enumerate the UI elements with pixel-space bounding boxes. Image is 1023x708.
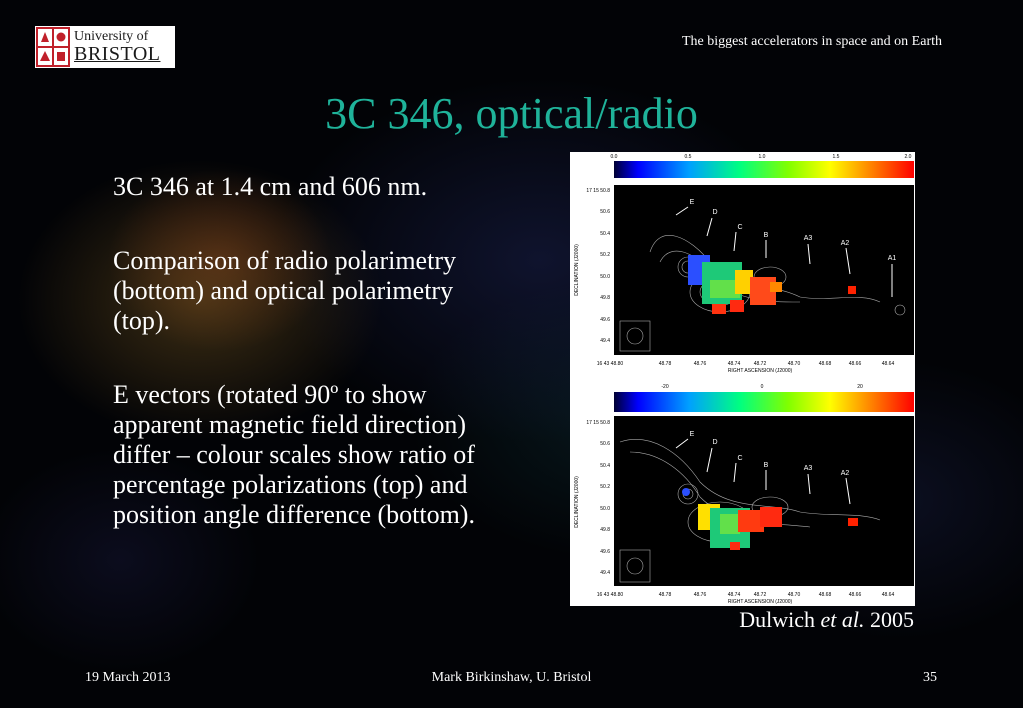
dec-tick: 49.4: [600, 338, 610, 344]
optical-panel: 0.0 0.5 1.0 1.5 2.0: [574, 154, 914, 374]
ra-tick: 48.66: [849, 361, 862, 367]
colorbar-tick: 20: [857, 384, 863, 390]
footer-page-number: 35: [923, 670, 937, 685]
dec-tick: 50.4: [600, 463, 610, 469]
ra-tick: 48.78: [659, 361, 672, 367]
colorbar-tick: 0.5: [685, 154, 692, 160]
ra-tick: 48.72: [754, 592, 767, 598]
knot-label: D: [712, 439, 717, 446]
knot-label: A2: [841, 470, 850, 477]
knot-label: E: [690, 199, 695, 206]
colorbar-tick: 1.0: [759, 154, 766, 160]
knot-label: B: [764, 462, 769, 469]
colorbar-tick: 2.0: [905, 154, 912, 160]
knot-label: E: [690, 431, 695, 438]
caption-etal: et al.: [820, 607, 865, 632]
paragraph-observation: 3C 346 at 1.4 cm and 606 nm.: [113, 172, 428, 201]
dec-tick: 49.8: [600, 295, 610, 301]
dec-tick: 17 15 50.8: [586, 420, 610, 426]
ra-tick: 48.76: [694, 361, 707, 367]
radio-panel: -20 0 20 E D: [574, 384, 914, 605]
figure-caption: Dulwich et al. 2005: [739, 607, 914, 633]
ra-tick: 48.64: [882, 592, 895, 598]
knot-label: C: [737, 455, 742, 462]
paragraph-e-vectors: E vectors (rotated 90º to show apparent …: [113, 380, 475, 529]
x-axis-label: RIGHT ASCENSION (J2000): [728, 599, 793, 605]
ra-tick: 48.70: [788, 592, 801, 598]
dec-tick: 50.0: [600, 274, 610, 280]
colorbar-tick: 1.5: [833, 154, 840, 160]
caption-year: 2005: [870, 607, 914, 632]
logo-text-university: University of: [74, 29, 149, 44]
dec-tick: 17 15 50.8: [586, 188, 610, 194]
dec-tick: 50.6: [600, 441, 610, 447]
y-axis-label: DECLINATION (J2000): [574, 476, 580, 528]
dec-tick: 49.8: [600, 527, 610, 533]
knot-label: A1: [888, 255, 897, 262]
knot-label: A3: [804, 465, 813, 472]
colorbar-tick: 0: [761, 384, 764, 390]
bristol-shield-icon: [36, 27, 70, 67]
paragraph-comparison: Comparison of radio polarimetry (bottom)…: [113, 246, 456, 335]
ra-tick: 48.70: [788, 361, 801, 367]
ra-tick: 16 43 48.80: [597, 592, 624, 598]
ra-tick: 48.76: [694, 592, 707, 598]
slide-body: 3C 346 at 1.4 cm and 606 nm. Comparison …: [113, 172, 503, 530]
dec-tick: 50.4: [600, 231, 610, 237]
dec-tick: 49.4: [600, 570, 610, 576]
ra-tick: 48.74: [728, 592, 741, 598]
colorbar-tick: 0.0: [611, 154, 618, 160]
dec-tick: 50.0: [600, 506, 610, 512]
polarimetry-figure: 0.0 0.5 1.0 1.5 2.0: [570, 152, 915, 606]
map-frame: [614, 185, 914, 355]
ra-tick: 48.68: [819, 592, 832, 598]
caption-author: Dulwich: [739, 607, 815, 632]
footer-author: Mark Birkinshaw, U. Bristol: [431, 670, 592, 685]
colorbar-tick: -20: [661, 384, 668, 390]
ra-tick: 16 43 48.80: [597, 361, 624, 367]
ra-tick: 48.68: [819, 361, 832, 367]
dec-tick: 49.6: [600, 549, 610, 555]
presentation-subtitle: The biggest accelerators in space and on…: [681, 34, 942, 49]
university-logo: University of BRISTOL: [35, 26, 175, 68]
knot-label: A2: [841, 240, 850, 247]
ra-tick: 48.66: [849, 592, 862, 598]
knot-label: B: [764, 232, 769, 239]
ra-tick: 48.64: [882, 361, 895, 367]
knot-label: A3: [804, 235, 813, 242]
logo-text-bristol: BRISTOL: [74, 43, 161, 65]
y-axis-label: DECLINATION (J2000): [574, 244, 580, 296]
colorbar: [614, 392, 914, 412]
colorbar: [614, 161, 914, 178]
dec-tick: 50.6: [600, 209, 610, 215]
footer-date: 19 March 2013: [85, 670, 171, 685]
dec-tick: 49.6: [600, 317, 610, 323]
map-frame: [614, 416, 914, 586]
ra-tick: 48.72: [754, 361, 767, 367]
slide-title: 3C 346, optical/radio: [325, 89, 698, 138]
dec-tick: 50.2: [600, 484, 610, 490]
knot-label: C: [737, 224, 742, 231]
x-axis-label: RIGHT ASCENSION (J2000): [728, 368, 793, 374]
ra-tick: 48.74: [728, 361, 741, 367]
ra-tick: 48.78: [659, 592, 672, 598]
dec-tick: 50.2: [600, 252, 610, 258]
knot-label: D: [712, 209, 717, 216]
